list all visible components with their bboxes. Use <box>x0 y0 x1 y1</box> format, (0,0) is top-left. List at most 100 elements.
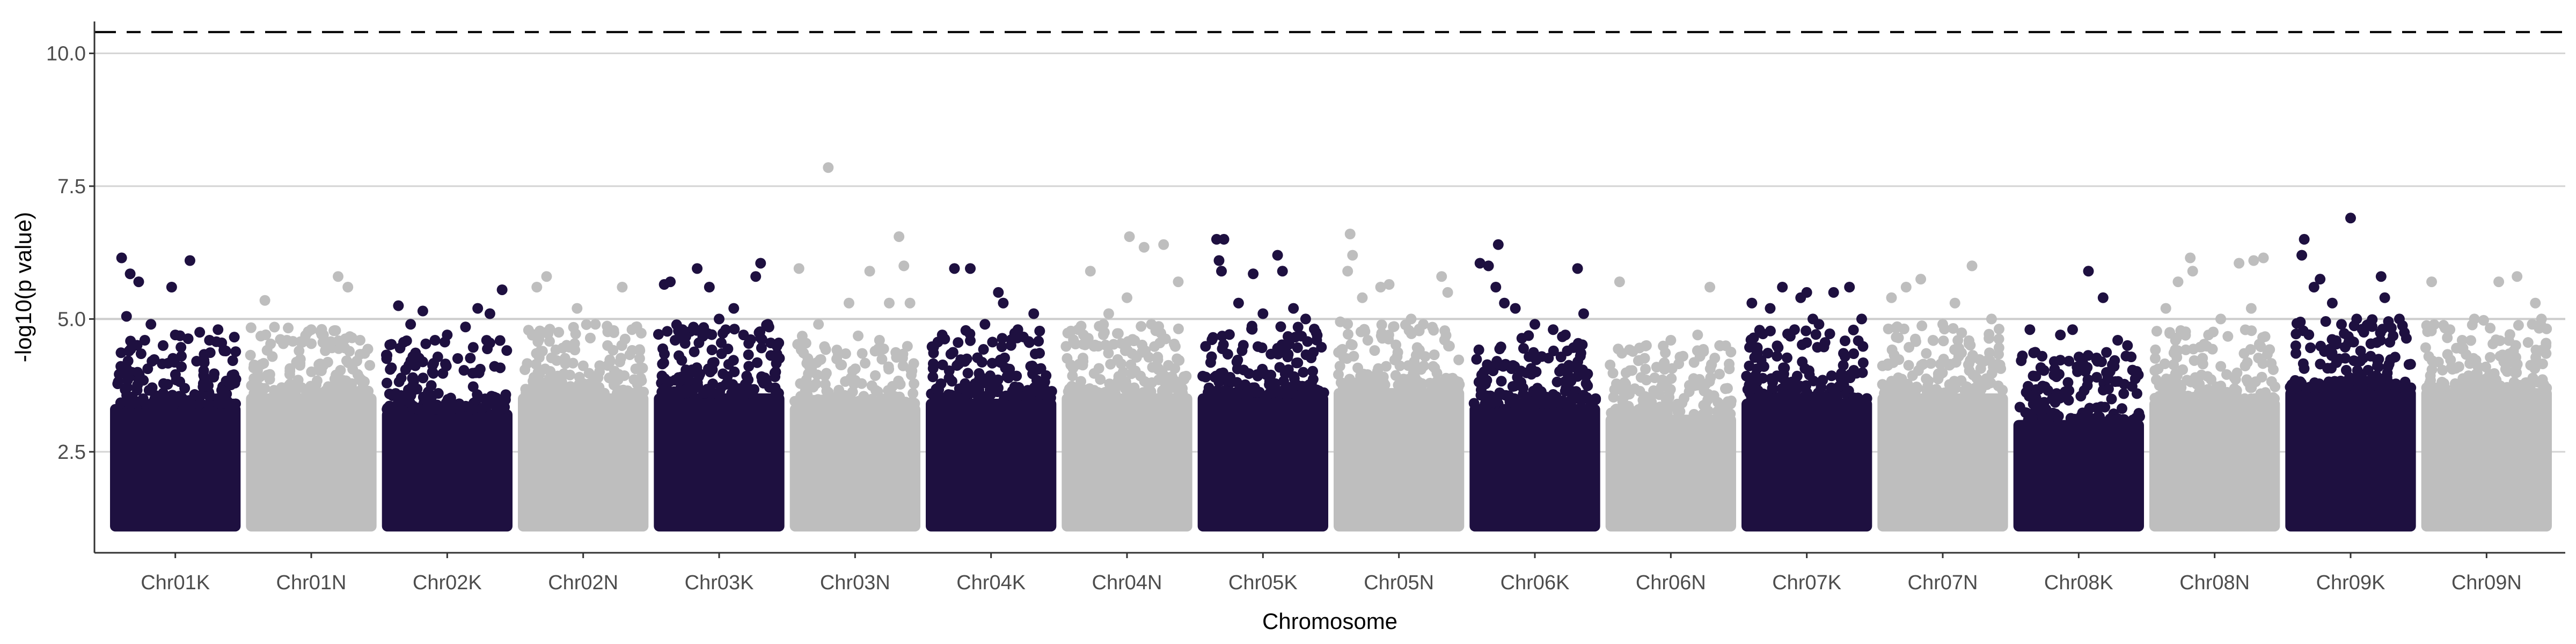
scatter-point <box>937 359 948 370</box>
scatter-point <box>2116 403 2127 414</box>
scatter-point <box>1383 333 1394 345</box>
scatter-point <box>1697 408 1709 420</box>
scatter-point <box>123 372 134 384</box>
scatter-point <box>1746 392 1757 404</box>
scatter-point <box>230 374 241 385</box>
scatter-point <box>2305 342 2316 353</box>
scatter-point <box>1388 321 1399 332</box>
scatter-point <box>1765 303 1776 314</box>
scatter-point <box>1915 274 1927 285</box>
scatter-point <box>2372 360 2383 371</box>
scatter-point <box>1264 388 1275 399</box>
scatter-point <box>653 329 664 340</box>
scatter-point <box>1128 335 1139 347</box>
scatter-point <box>318 330 329 341</box>
scatter-point <box>979 319 991 330</box>
scatter-point <box>750 271 762 282</box>
scatter-point <box>1561 376 1572 387</box>
scatter-point <box>2060 386 2071 397</box>
scatter-point <box>707 387 719 399</box>
scatter-point <box>1298 367 1309 378</box>
scatter-point <box>1392 351 1403 362</box>
dense-point-block <box>1877 393 2008 532</box>
scatter-point <box>2299 233 2310 245</box>
scatter-point <box>815 354 826 365</box>
scatter-point <box>213 324 224 335</box>
scatter-point <box>184 255 195 266</box>
scatter-point <box>657 358 668 370</box>
x-tick-label: Chr07K <box>1772 572 1841 594</box>
scatter-point <box>1778 368 1789 379</box>
scatter-point <box>407 372 419 383</box>
scatter-point <box>382 402 393 414</box>
scatter-point <box>1927 335 1938 346</box>
scatter-point <box>1953 342 1965 354</box>
scatter-point <box>1812 342 1823 353</box>
scatter-point <box>1714 369 1725 380</box>
scatter-point <box>1912 383 1923 394</box>
scatter-point <box>433 388 444 399</box>
scatter-point <box>2037 380 2048 392</box>
scatter-point <box>1300 349 1312 360</box>
scatter-point <box>909 398 920 409</box>
scatter-point <box>281 335 292 346</box>
scatter-point <box>2290 340 2301 352</box>
scatter-point <box>1672 398 1683 409</box>
scatter-point <box>2248 255 2259 266</box>
scatter-point <box>1952 335 1964 346</box>
scatter-point <box>2049 364 2060 375</box>
scatter-point <box>1152 352 1163 363</box>
scatter-point <box>2290 348 2302 359</box>
scatter-point <box>2048 356 2060 367</box>
scatter-point <box>1797 356 1808 368</box>
scatter-point <box>2082 380 2093 391</box>
scatter-point <box>1560 330 1571 341</box>
scatter-point <box>1910 336 1921 347</box>
scatter-point <box>115 347 127 358</box>
scatter-point <box>195 390 207 401</box>
scatter-point <box>458 365 470 376</box>
x-tick-label: Chr02N <box>548 572 618 594</box>
scatter-point <box>1172 353 1183 364</box>
scatter-point <box>1473 344 1484 355</box>
scatter-point <box>850 363 861 375</box>
scatter-point <box>1355 326 1366 338</box>
scatter-point <box>356 375 368 386</box>
scatter-point <box>1839 335 1850 347</box>
scatter-point <box>1611 378 1622 390</box>
scatter-point <box>1238 387 1249 399</box>
scatter-point <box>2322 363 2333 374</box>
scatter-point <box>2245 393 2257 404</box>
scatter-point <box>565 369 576 380</box>
scatter-point <box>2220 389 2231 400</box>
scatter-point <box>1772 340 1783 352</box>
scatter-point <box>1529 319 1540 330</box>
scatter-point <box>2245 344 2256 355</box>
y-tick-label: 10.0 <box>46 42 86 65</box>
scatter-point <box>689 346 700 357</box>
scatter-point <box>1306 378 1317 389</box>
scatter-point <box>819 341 830 352</box>
scatter-point <box>1437 382 1448 393</box>
scatter-point <box>2092 412 2103 423</box>
scatter-point <box>1499 297 1510 309</box>
scatter-point <box>857 348 868 359</box>
scatter-point <box>743 361 755 372</box>
x-tick-label: Chr03K <box>685 572 754 594</box>
scatter-point <box>1857 357 1869 368</box>
scatter-point <box>844 396 855 407</box>
scatter-point <box>418 372 429 384</box>
x-tick-label: Chr09K <box>2316 572 2385 594</box>
scatter-point <box>1504 396 1516 407</box>
scatter-point <box>1290 380 1301 391</box>
scatter-point <box>2097 292 2109 303</box>
scatter-point <box>961 388 972 399</box>
scatter-point <box>662 326 673 337</box>
scatter-point <box>1418 360 1430 371</box>
scatter-point <box>1517 383 1528 394</box>
scatter-point <box>1923 375 1934 386</box>
scatter-point <box>341 355 352 367</box>
scatter-point <box>1572 338 1584 349</box>
scatter-point <box>1471 354 1482 365</box>
scatter-point <box>259 295 270 306</box>
